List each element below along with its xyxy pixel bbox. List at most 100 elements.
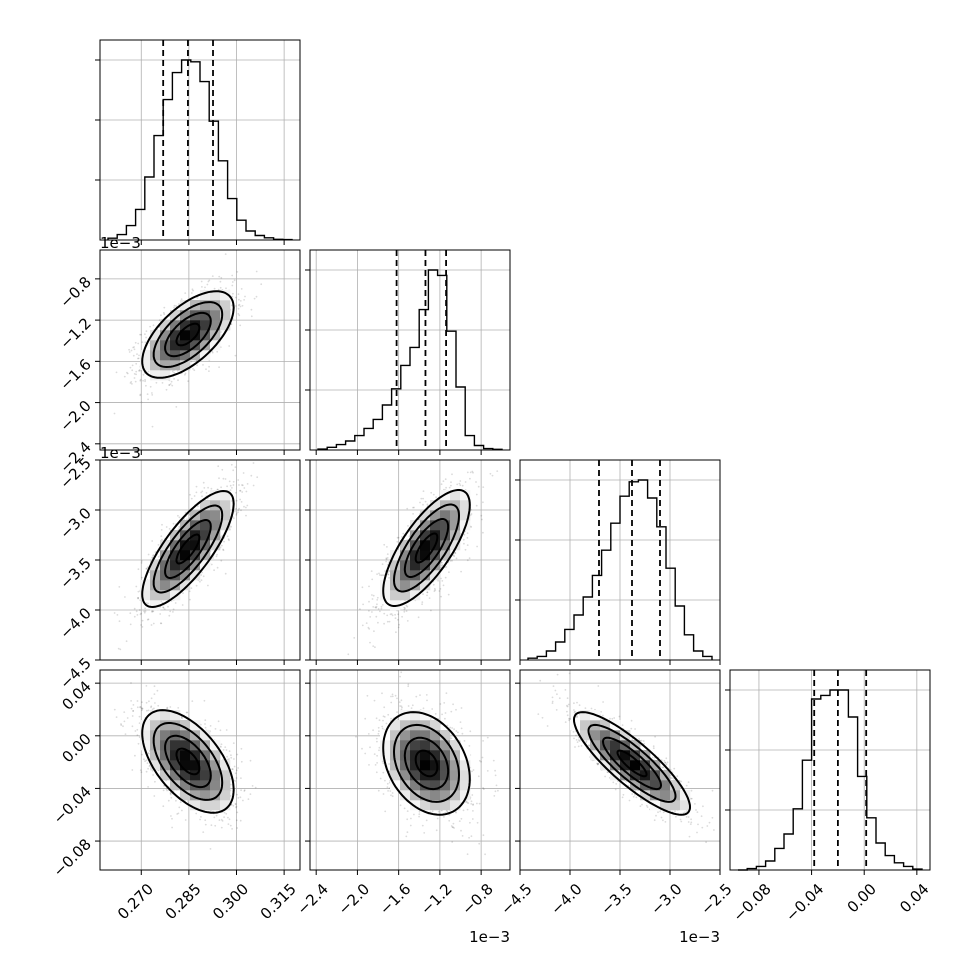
point bbox=[145, 384, 147, 387]
point bbox=[466, 544, 469, 546]
point bbox=[169, 610, 172, 613]
point bbox=[406, 605, 409, 608]
point bbox=[439, 588, 442, 590]
point bbox=[229, 484, 232, 487]
point bbox=[235, 806, 237, 809]
point bbox=[169, 792, 172, 795]
point bbox=[387, 573, 389, 575]
point bbox=[205, 368, 207, 371]
point bbox=[188, 590, 191, 593]
point bbox=[219, 346, 222, 348]
point bbox=[95, 380, 97, 382]
point bbox=[234, 466, 237, 468]
point bbox=[235, 805, 238, 808]
point bbox=[231, 274, 234, 277]
point bbox=[231, 487, 233, 489]
point bbox=[189, 598, 191, 601]
point bbox=[142, 373, 145, 376]
point bbox=[371, 594, 373, 596]
point bbox=[215, 555, 218, 558]
point bbox=[172, 608, 175, 611]
point bbox=[243, 790, 246, 792]
point bbox=[472, 471, 474, 474]
point bbox=[196, 364, 199, 367]
point bbox=[139, 613, 142, 616]
point bbox=[148, 571, 151, 574]
point bbox=[151, 425, 154, 428]
point bbox=[459, 480, 462, 482]
point bbox=[165, 388, 168, 391]
point bbox=[173, 378, 176, 380]
point bbox=[462, 538, 465, 541]
point bbox=[213, 287, 216, 290]
point bbox=[244, 295, 246, 298]
point bbox=[137, 357, 140, 360]
point bbox=[237, 509, 240, 512]
point bbox=[362, 603, 364, 606]
point bbox=[219, 280, 222, 283]
point bbox=[160, 535, 163, 538]
point bbox=[178, 516, 181, 519]
point bbox=[218, 477, 220, 480]
point bbox=[177, 528, 180, 531]
point bbox=[441, 580, 444, 582]
point bbox=[140, 333, 143, 336]
point bbox=[117, 647, 120, 650]
point bbox=[471, 470, 474, 473]
point bbox=[137, 590, 140, 593]
point bbox=[380, 574, 383, 577]
point bbox=[138, 609, 141, 611]
point bbox=[442, 480, 445, 483]
point bbox=[177, 379, 179, 382]
point bbox=[126, 371, 128, 374]
point bbox=[397, 536, 400, 539]
point bbox=[145, 336, 148, 339]
point bbox=[403, 606, 406, 609]
point bbox=[229, 456, 231, 458]
point bbox=[180, 298, 183, 300]
point bbox=[374, 606, 377, 609]
point bbox=[243, 299, 246, 301]
point bbox=[162, 789, 165, 792]
point bbox=[152, 610, 155, 613]
point bbox=[140, 562, 143, 564]
panel-backgrounds bbox=[100, 40, 930, 870]
point bbox=[250, 308, 253, 311]
point bbox=[232, 292, 234, 295]
point bbox=[403, 610, 406, 613]
point bbox=[491, 474, 494, 477]
point bbox=[384, 570, 386, 572]
point bbox=[385, 560, 387, 563]
point bbox=[169, 792, 172, 794]
point bbox=[147, 370, 150, 373]
point bbox=[419, 501, 421, 504]
point bbox=[151, 394, 154, 396]
point bbox=[440, 577, 442, 580]
point bbox=[149, 385, 152, 388]
point bbox=[195, 491, 198, 494]
point bbox=[239, 498, 242, 501]
point bbox=[152, 554, 155, 556]
point bbox=[243, 487, 246, 489]
point bbox=[378, 574, 381, 576]
point bbox=[182, 592, 184, 594]
point bbox=[147, 553, 150, 556]
point bbox=[239, 489, 241, 492]
point bbox=[405, 610, 408, 612]
point bbox=[150, 697, 153, 700]
point bbox=[147, 618, 150, 621]
point bbox=[231, 281, 234, 283]
point bbox=[375, 605, 378, 608]
point bbox=[412, 513, 414, 515]
point bbox=[208, 365, 211, 368]
point bbox=[134, 754, 136, 757]
point bbox=[440, 564, 443, 567]
point bbox=[145, 330, 148, 333]
point bbox=[370, 570, 373, 572]
point bbox=[421, 603, 423, 606]
point bbox=[216, 488, 219, 491]
point bbox=[405, 604, 408, 607]
point bbox=[187, 380, 190, 382]
point bbox=[167, 605, 169, 608]
point bbox=[222, 477, 225, 480]
